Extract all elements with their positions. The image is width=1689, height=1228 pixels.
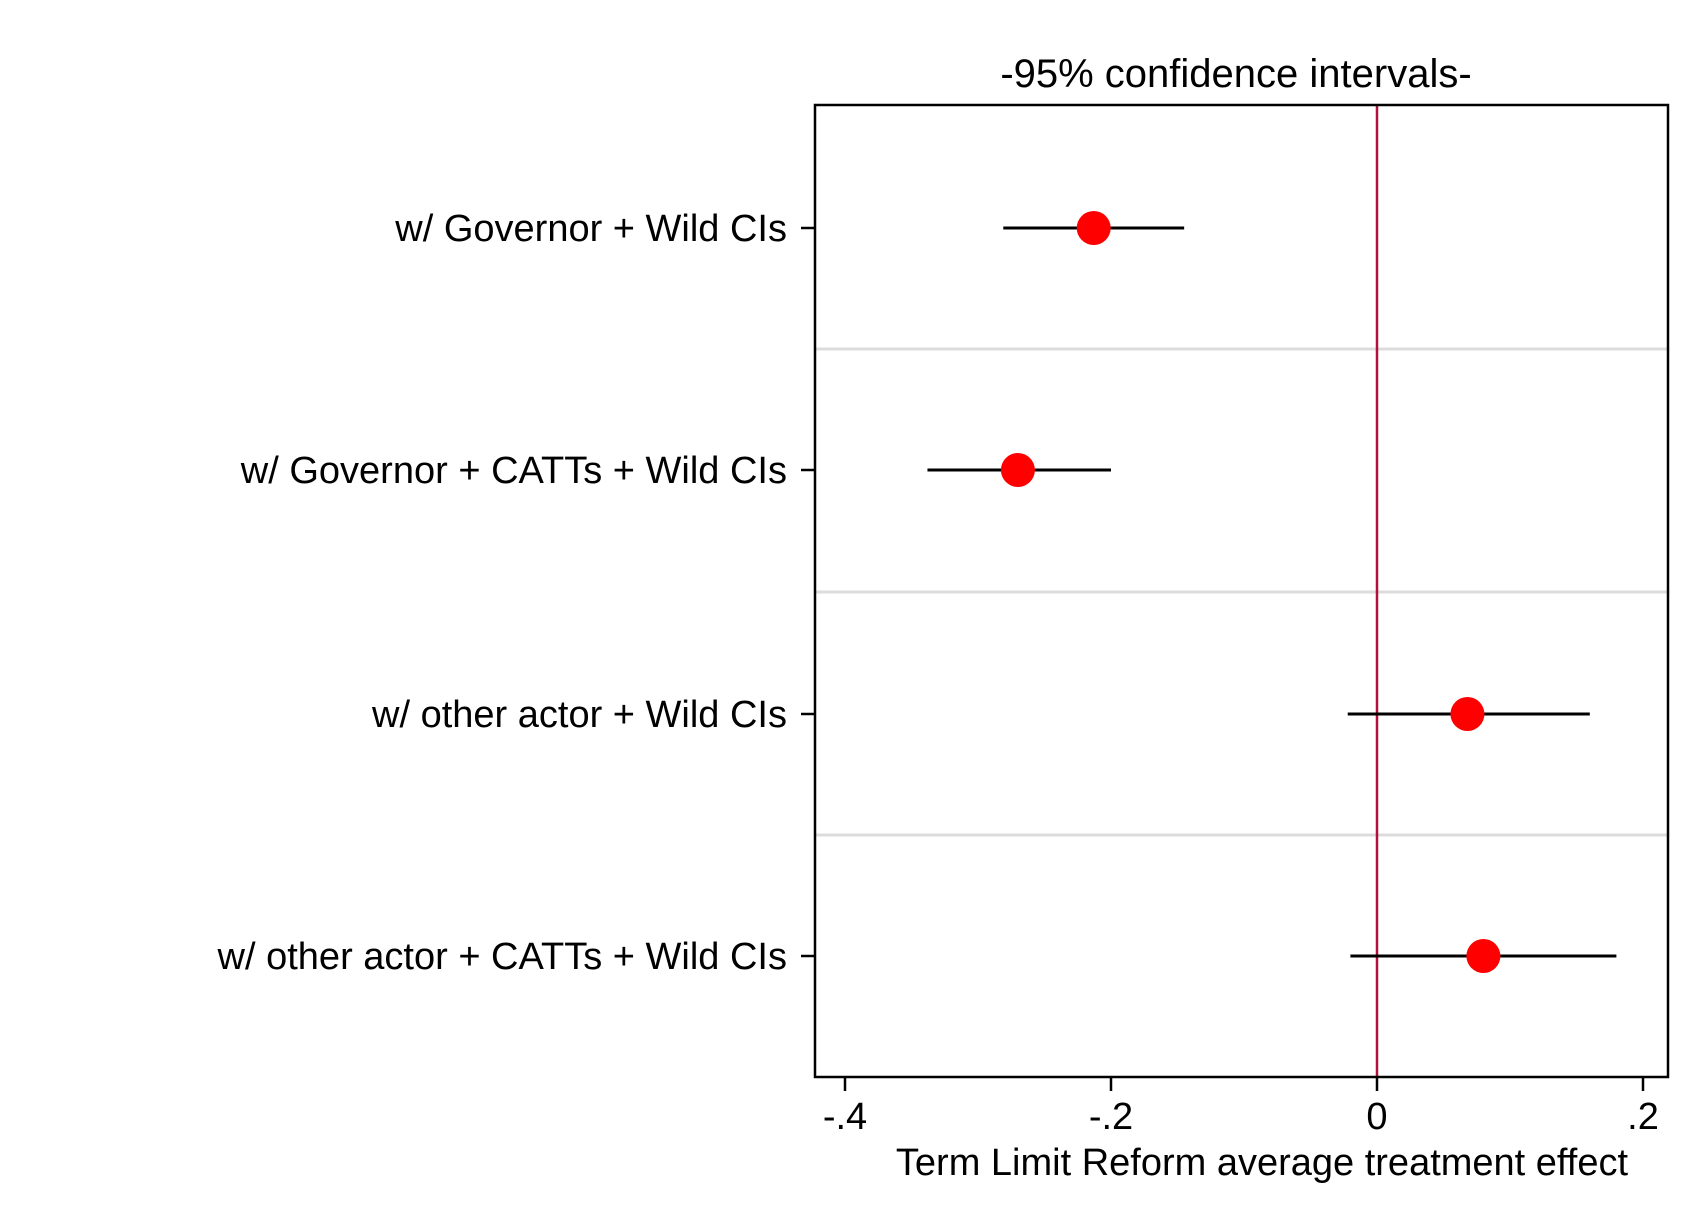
x-axis: -.4 -.2 0 .2 [823, 1077, 1659, 1138]
x-tick-label: -.4 [823, 1096, 867, 1138]
y-axis: w/ Governor + Wild CIs w/ Governor + CATT… [217, 208, 815, 978]
y-tick-label: w/ Governor + CATTs + Wild CIs [240, 450, 787, 492]
point-estimates [1000, 211, 1501, 973]
point-estimate [1450, 697, 1485, 731]
y-tick-label: w/ other actor + Wild CIs [371, 694, 787, 736]
x-tick-label: -.2 [1089, 1096, 1133, 1138]
plot-area [813, 103, 1670, 1079]
point-estimate [1000, 453, 1035, 487]
point-estimate [1466, 939, 1501, 973]
row-separators [815, 347, 1668, 837]
plot-frame [813, 103, 1670, 1079]
y-tick-label: w/ other actor + CATTs + Wild CIs [217, 936, 787, 978]
x-tick-label: .2 [1627, 1096, 1659, 1138]
chart-title: -95% confidence intervals- [1000, 52, 1471, 96]
x-axis-label: Term Limit Reform average treatment effe… [896, 1142, 1629, 1184]
y-tick-label: w/ Governor + Wild CIs [394, 208, 787, 250]
point-estimate [1076, 211, 1111, 245]
x-tick-label: 0 [1366, 1096, 1387, 1138]
